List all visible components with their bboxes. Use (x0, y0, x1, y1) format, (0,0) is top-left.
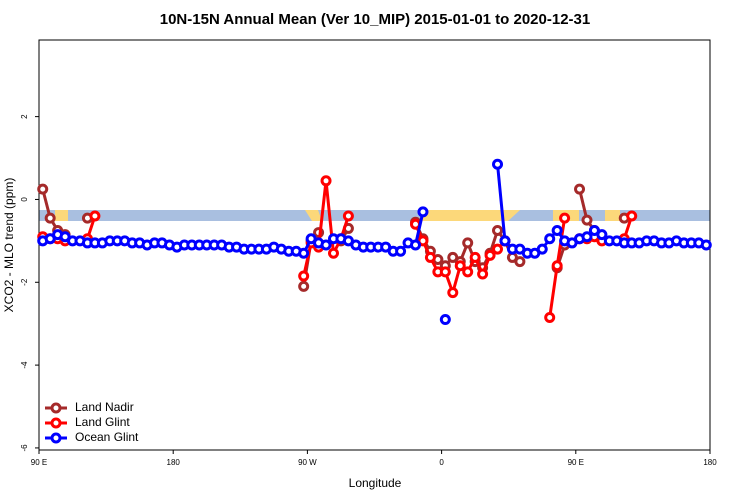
data-point (499, 235, 511, 247)
data-point (447, 287, 459, 299)
data-point (492, 243, 504, 255)
data-point (417, 206, 429, 218)
y-tick-label: 0 (20, 197, 29, 202)
y-tick-label: -6 (20, 444, 29, 452)
data-point (492, 158, 504, 170)
band-land (305, 210, 322, 221)
data-point (544, 311, 556, 323)
data-point (581, 214, 593, 226)
data-point (492, 225, 504, 237)
data-point (462, 266, 474, 278)
surface-band (39, 210, 710, 221)
data-point (551, 225, 563, 237)
data-point (544, 233, 556, 245)
data-point (596, 229, 608, 241)
data-point (462, 237, 474, 249)
data-point (395, 245, 407, 257)
band-land (418, 210, 520, 221)
data-point (37, 183, 49, 195)
data-point (298, 247, 310, 259)
data-point (626, 210, 638, 222)
x-tick-label: 90 W (298, 458, 317, 467)
data-point (477, 268, 489, 280)
y-axis-label: XCO2 - MLO trend (ppm) (2, 178, 16, 313)
x-tick-label: 90 E (568, 458, 584, 467)
data-point (320, 239, 332, 251)
x-tick-label: 90 E (31, 458, 47, 467)
x-tick-label: 0 (439, 458, 444, 467)
legend-marker (50, 432, 62, 444)
x-axis-label: Longitude (349, 476, 402, 490)
band-ocean (39, 210, 710, 221)
data-point (439, 314, 451, 326)
data-point (298, 280, 310, 292)
data-point (700, 239, 712, 251)
data-point (298, 270, 310, 282)
band-land (605, 210, 620, 221)
y-tick-label: -4 (20, 361, 29, 369)
data-point (514, 256, 526, 268)
data-point (342, 210, 354, 222)
data-point (410, 239, 422, 251)
data-point (484, 249, 496, 261)
legend-label: Land Nadir (75, 400, 134, 414)
y-tick-label: -2 (20, 278, 29, 286)
data-point (559, 212, 571, 224)
x-tick-label: 180 (703, 458, 717, 467)
series-line (302, 180, 350, 277)
data-point (89, 210, 101, 222)
chart-title: 10N-15N Annual Mean (Ver 10_MIP) 2015-01… (160, 11, 590, 28)
data-point (44, 212, 56, 224)
series (37, 158, 712, 326)
x-tick-label: 180 (167, 458, 181, 467)
y-tick-label: 2 (20, 114, 29, 119)
data-point (551, 260, 563, 272)
legend-label: Ocean Glint (75, 430, 139, 444)
data-point (469, 251, 481, 263)
legend-label: Land Glint (75, 415, 130, 429)
legend-marker (50, 417, 62, 429)
data-point (439, 266, 451, 278)
data-point (581, 231, 593, 243)
legend-marker (50, 402, 62, 414)
data-point (320, 175, 332, 187)
data-point (327, 247, 339, 259)
data-point (536, 243, 548, 255)
data-point (424, 251, 436, 263)
band-land (55, 210, 68, 221)
data-point (454, 260, 466, 272)
data-point (574, 183, 586, 195)
